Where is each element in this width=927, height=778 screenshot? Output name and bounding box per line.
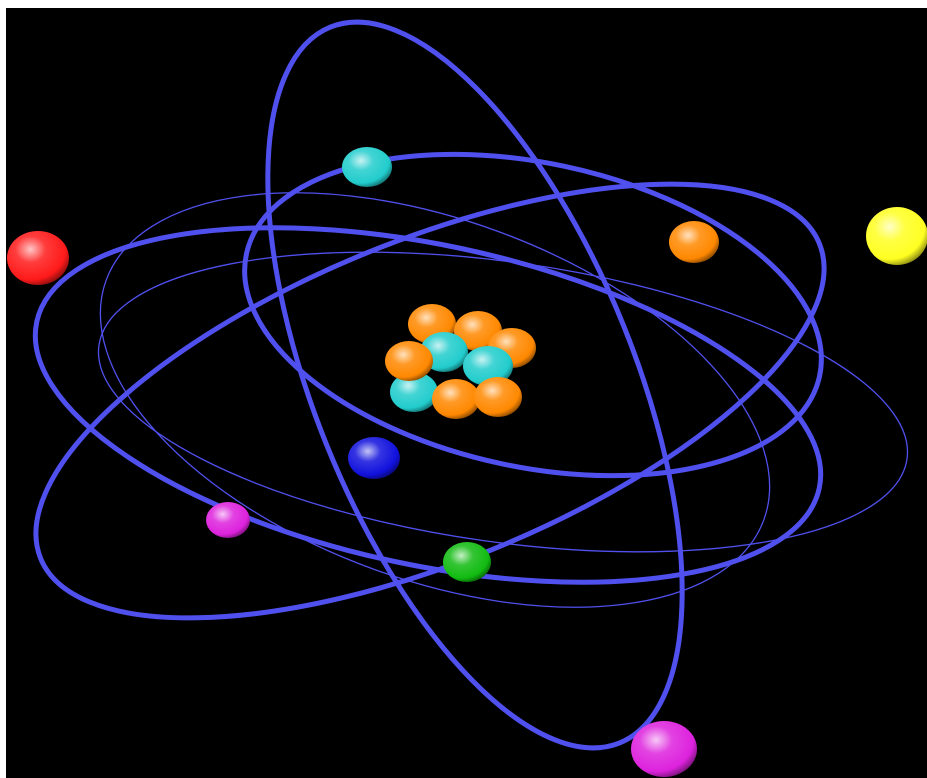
electron-yellow bbox=[866, 207, 927, 265]
nucleon-cyan bbox=[390, 372, 438, 412]
electron-magenta-large bbox=[631, 721, 697, 777]
nucleon-cyan bbox=[463, 346, 513, 386]
orbit-thin-wide bbox=[97, 251, 909, 553]
orbit-wide bbox=[32, 225, 824, 585]
nucleus bbox=[385, 304, 536, 419]
nucleon-orange bbox=[432, 379, 480, 419]
electron-green bbox=[443, 542, 491, 582]
electrons bbox=[7, 147, 927, 777]
electron-red bbox=[7, 231, 69, 285]
nucleon-orange bbox=[474, 377, 522, 417]
nucleon-orange bbox=[385, 341, 433, 381]
orbit-steep bbox=[265, 19, 685, 751]
orbit-thin-tilted bbox=[99, 192, 771, 608]
electron-magenta-small bbox=[206, 502, 250, 538]
electron-blue bbox=[348, 437, 400, 479]
electron-cyan bbox=[342, 147, 392, 187]
orbit-inner bbox=[242, 151, 824, 479]
electron-orange bbox=[669, 221, 719, 263]
